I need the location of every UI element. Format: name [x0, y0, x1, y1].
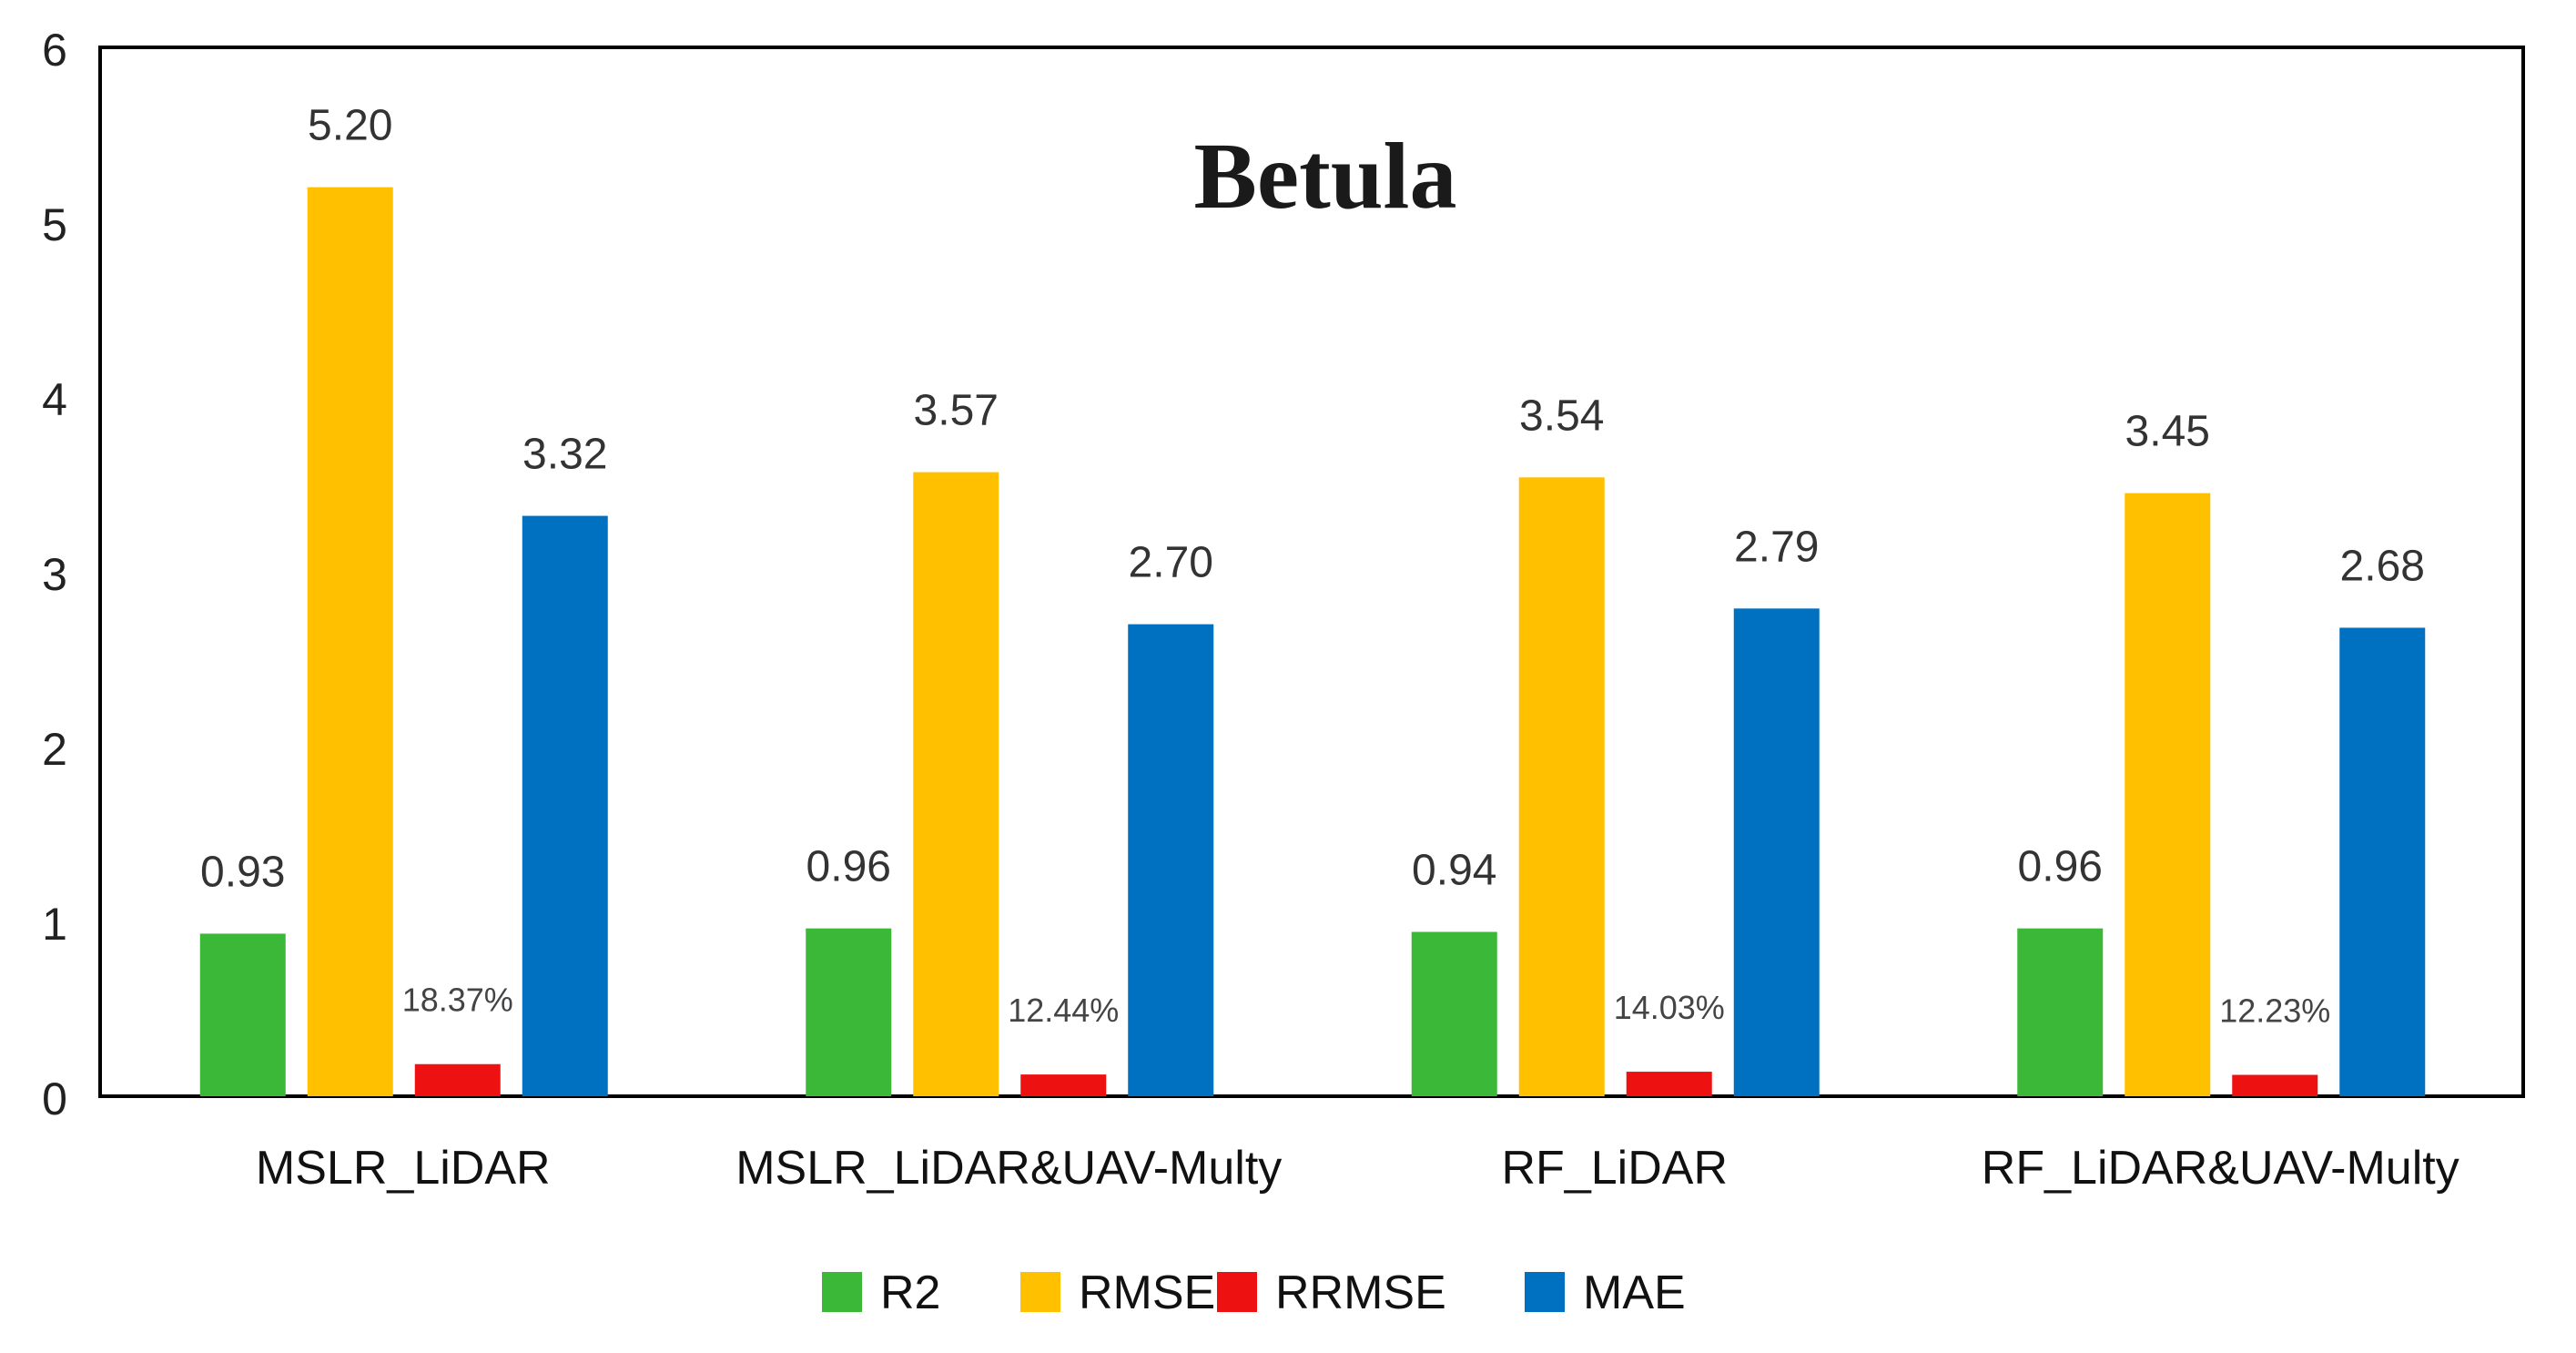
legend-label-rmse: RMSE — [1079, 1267, 1215, 1319]
bar-rrmse-3 — [2232, 1074, 2318, 1096]
data-label-mae-0: 3.32 — [522, 431, 607, 479]
legend-swatch-rmse — [1020, 1272, 1060, 1312]
legend-label-mae: MAE — [1583, 1267, 1686, 1319]
data-label-r2-3: 0.96 — [2018, 843, 2103, 891]
chart-title: Betula — [1194, 124, 1457, 229]
y-tick-label: 6 — [42, 25, 67, 76]
bar-rmse-3 — [2125, 493, 2211, 1096]
y-tick-label: 0 — [42, 1073, 67, 1124]
y-tick-label: 2 — [42, 724, 67, 775]
y-tick-label: 1 — [42, 899, 67, 950]
y-axis-ticks: 0 1 2 3 4 5 6 — [42, 25, 67, 1124]
bar-r2-0 — [199, 933, 286, 1096]
y-tick-label: 3 — [42, 549, 67, 600]
plot-frame — [98, 46, 2525, 1098]
legend-swatch-r2 — [822, 1272, 862, 1312]
data-label-mae-3: 2.68 — [2340, 542, 2425, 590]
bar-rrmse-2 — [1626, 1072, 1712, 1096]
legend-label-r2: R2 — [880, 1267, 940, 1319]
data-label-rrmse-0: 18.37% — [402, 982, 513, 1019]
bar-rmse-2 — [1518, 477, 1605, 1096]
legend-label-rrmse: RRMSE — [1275, 1267, 1446, 1319]
y-tick-label: 4 — [42, 374, 67, 425]
x-tick-label: RF_LiDAR&UAV-Multy — [1982, 1142, 2459, 1195]
legend-swatch-rrmse — [1217, 1272, 1257, 1312]
bar-r2-3 — [2017, 928, 2104, 1096]
bar-rmse-1 — [913, 472, 999, 1096]
data-label-rrmse-2: 14.03% — [1614, 989, 1725, 1026]
x-tick-label: MSLR_LiDAR&UAV-Multy — [735, 1142, 1282, 1195]
bar-r2-2 — [1411, 931, 1497, 1096]
data-label-rrmse-3: 12.23% — [2219, 992, 2330, 1030]
data-label-mae-1: 2.70 — [1129, 539, 1213, 587]
legend: R2 RMSE RRMSE MAE — [822, 1267, 1686, 1319]
legend-swatch-mae — [1525, 1272, 1565, 1312]
x-axis-labels: MSLR_LiDAR MSLR_LiDAR&UAV-Multy RF_LiDAR RF… — [256, 1142, 2459, 1195]
bar-rrmse-1 — [1020, 1074, 1107, 1096]
bar-rmse-0 — [307, 187, 393, 1097]
bar-mae-1 — [1128, 624, 1214, 1096]
data-label-rrmse-1: 12.44% — [1008, 992, 1119, 1029]
bar-mae-0 — [522, 515, 608, 1096]
data-label-rmse-2: 3.54 — [1519, 392, 1604, 440]
bar-r2-1 — [806, 928, 892, 1096]
data-label-r2-2: 0.94 — [1412, 847, 1496, 895]
data-label-mae-2: 2.79 — [1734, 523, 1819, 571]
data-label-rmse-3: 3.45 — [2125, 408, 2210, 456]
bar-mae-3 — [2339, 627, 2426, 1096]
bars — [199, 187, 2426, 1097]
y-tick-label: 5 — [42, 199, 67, 250]
data-label-rmse-1: 3.57 — [914, 387, 999, 435]
data-label-r2-1: 0.96 — [806, 843, 891, 891]
data-label-rmse-0: 5.20 — [308, 102, 392, 150]
data-label-r2-0: 0.93 — [200, 848, 285, 896]
x-tick-label: RF_LiDAR — [1502, 1142, 1729, 1195]
bar-rrmse-0 — [414, 1063, 501, 1096]
x-tick-label: MSLR_LiDAR — [256, 1142, 551, 1195]
bar-mae-2 — [1733, 608, 1820, 1096]
bar-value-labels: 0.93 5.20 18.37% 3.32 0.96 3.57 12.44% 2.70 0.94… — [200, 102, 2425, 1030]
